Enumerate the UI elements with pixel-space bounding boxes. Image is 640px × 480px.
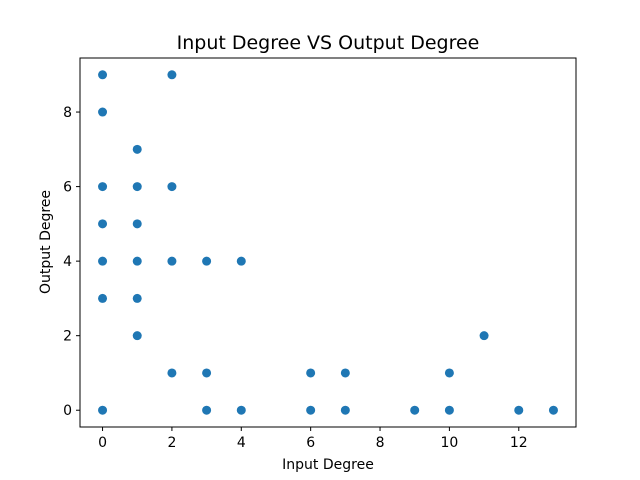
y-tick-label: 2: [63, 329, 72, 345]
data-point: [548, 405, 558, 415]
data-point: [167, 256, 177, 266]
y-tick-label: 6: [63, 180, 72, 196]
data-point: [167, 70, 177, 80]
y-tick-label: 8: [63, 105, 72, 121]
data-point: [98, 107, 108, 117]
y-axis-label: Output Degree: [38, 190, 54, 294]
y-tick-label: 0: [63, 403, 72, 419]
chart-title: Input Degree VS Output Degree: [177, 32, 480, 54]
data-point: [410, 405, 420, 415]
x-tick-label: 4: [237, 435, 246, 451]
x-tick-label: 2: [167, 435, 176, 451]
data-point: [132, 144, 142, 154]
data-point: [98, 70, 108, 80]
data-point: [202, 368, 212, 378]
data-point: [167, 368, 177, 378]
data-point: [98, 293, 108, 303]
data-point: [306, 368, 316, 378]
x-axis: 0 2 4 6 8 10 12: [98, 427, 528, 451]
data-point: [306, 405, 316, 415]
data-point: [514, 405, 524, 415]
data-point: [98, 405, 108, 415]
x-tick-label: 6: [306, 435, 315, 451]
data-point: [202, 405, 212, 415]
x-tick-label: 12: [510, 435, 528, 451]
x-tick-label: 10: [440, 435, 458, 451]
data-point: [479, 331, 489, 341]
data-point: [167, 182, 177, 192]
data-point: [444, 368, 454, 378]
data-point: [98, 219, 108, 229]
data-point: [444, 405, 454, 415]
data-points: [98, 70, 558, 415]
plot-frame: [79, 57, 577, 428]
data-point: [132, 331, 142, 341]
data-point: [236, 405, 246, 415]
data-point: [98, 182, 108, 192]
x-tick-label: 8: [376, 435, 385, 451]
y-axis: 0 2 4 6 8: [63, 105, 80, 419]
data-point: [132, 219, 142, 229]
data-point: [132, 293, 142, 303]
data-point: [340, 368, 350, 378]
x-tick-label: 0: [98, 435, 107, 451]
data-point: [132, 182, 142, 192]
data-point: [98, 256, 108, 266]
y-tick-label: 4: [63, 254, 72, 270]
data-point: [202, 256, 212, 266]
x-axis-label: Input Degree: [282, 457, 374, 473]
data-point: [132, 256, 142, 266]
data-point: [236, 256, 246, 266]
data-point: [340, 405, 350, 415]
